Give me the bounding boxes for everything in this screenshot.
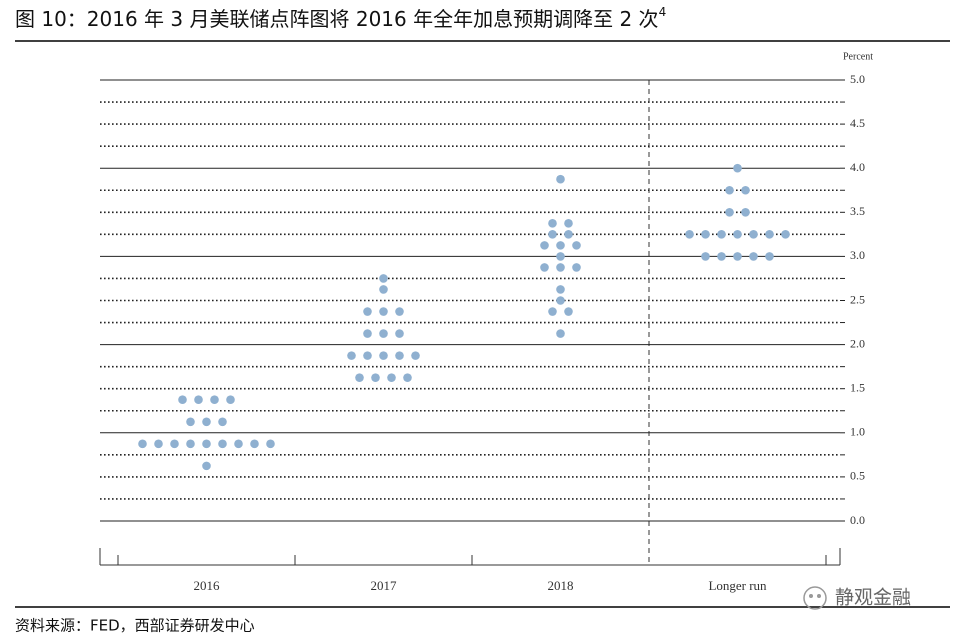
source: 资料来源：FED，西部证券研发中心 (15, 617, 255, 635)
dot (226, 395, 235, 405)
dot (781, 230, 790, 239)
dot (266, 439, 275, 449)
dot (717, 252, 726, 261)
dot (154, 439, 163, 449)
dot (564, 230, 573, 239)
dot (202, 461, 211, 471)
watermark-icon (803, 586, 827, 610)
dot (540, 241, 549, 250)
dot (548, 219, 557, 228)
chart-title: 图 10：2016 年 3 月美联储点阵图将 2016 年全年加息预期调降至 2… (15, 5, 666, 31)
dot (371, 373, 380, 382)
dot (387, 373, 396, 382)
dot (395, 351, 404, 360)
dot (556, 241, 565, 250)
dot (234, 439, 243, 449)
y-tick-label: 5.0 (850, 72, 865, 86)
dot (347, 351, 356, 360)
dot (363, 329, 372, 338)
x-tick-label: 2017 (371, 578, 398, 593)
dot (202, 417, 211, 427)
dot (564, 219, 573, 228)
dot (741, 208, 750, 217)
y-tick-label: 2.0 (850, 336, 865, 350)
dot (138, 439, 147, 449)
y-tick-label: 2.5 (850, 292, 865, 306)
dot (178, 395, 187, 405)
dot (556, 252, 565, 261)
dot (379, 285, 388, 294)
y-tick-label: 0.0 (850, 513, 865, 527)
dot (395, 307, 404, 316)
dot (572, 263, 581, 272)
dot (210, 395, 219, 405)
dot (540, 263, 549, 272)
dot (572, 241, 581, 250)
watermark: 静观金融 (835, 587, 911, 609)
y-tick-label: 0.5 (850, 469, 865, 483)
dot (548, 307, 557, 316)
dot (218, 417, 227, 427)
dot (363, 307, 372, 316)
y-tick-label: 1.5 (850, 380, 865, 394)
dot (379, 307, 388, 316)
dot (556, 263, 565, 272)
x-tick-label: 2018 (548, 578, 574, 593)
dot (733, 230, 742, 239)
dot (379, 351, 388, 360)
dot (765, 252, 774, 261)
dot (186, 439, 195, 449)
y-axis-label: Percent (843, 51, 873, 62)
dot (395, 329, 404, 338)
dot (701, 230, 710, 239)
dot (749, 252, 758, 261)
dot (556, 174, 565, 184)
y-tick-label: 3.5 (850, 204, 865, 218)
dot (202, 439, 211, 449)
x-tick-label: Longer run (708, 578, 767, 593)
dot (403, 373, 412, 382)
dot (411, 351, 420, 360)
y-tick-label: 4.0 (850, 160, 865, 174)
dot (379, 329, 388, 338)
dot (194, 395, 203, 405)
dot (548, 230, 557, 239)
title-note: 4 (659, 5, 667, 19)
dot (725, 185, 734, 195)
dot (725, 208, 734, 217)
dot (250, 439, 259, 449)
dot (556, 296, 565, 305)
dot (733, 252, 742, 261)
dot (741, 185, 750, 195)
dot (218, 439, 227, 449)
chart-title-text: 图 10：2016 年 3 月美联储点阵图将 2016 年全年加息预期调降至 2… (15, 7, 659, 31)
dot (701, 252, 710, 261)
y-tick-label: 4.5 (850, 116, 865, 130)
dot (170, 439, 179, 449)
dot (717, 230, 726, 239)
dot (733, 163, 742, 173)
y-tick-label: 3.0 (850, 248, 865, 262)
dot (765, 230, 774, 239)
dot (685, 230, 694, 239)
dot (355, 373, 364, 382)
dot (556, 329, 565, 338)
dot (564, 307, 573, 316)
dot (363, 351, 372, 360)
dot (556, 285, 565, 294)
dot (379, 274, 388, 283)
y-tick-label: 1.0 (850, 425, 865, 439)
dot (749, 230, 758, 239)
x-tick-label: 2016 (194, 578, 221, 593)
dot (186, 417, 195, 427)
